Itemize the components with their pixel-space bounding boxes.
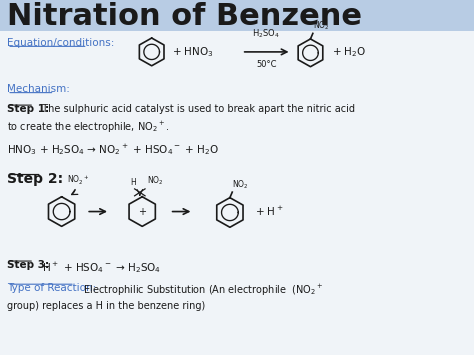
Text: Equation/conditions:: Equation/conditions: xyxy=(7,38,115,48)
Text: H: H xyxy=(130,179,136,187)
Text: 50°C: 50°C xyxy=(256,60,277,69)
Text: H$^+$ + HSO$_4$$^-$ → H$_2$SO$_4$: H$^+$ + HSO$_4$$^-$ → H$_2$SO$_4$ xyxy=(36,260,161,275)
Text: NO$_2$$^+$: NO$_2$$^+$ xyxy=(67,174,90,187)
Text: NO$_2$: NO$_2$ xyxy=(147,175,164,187)
FancyBboxPatch shape xyxy=(0,0,474,31)
Text: Type of Reaction:: Type of Reaction: xyxy=(7,283,96,293)
Text: H$_2$SO$_4$: H$_2$SO$_4$ xyxy=(253,28,280,40)
Text: Electrophilic Substitution (An electrophile  (NO$_2$$^+$: Electrophilic Substitution (An electroph… xyxy=(77,283,323,298)
Text: NO$_2$: NO$_2$ xyxy=(313,20,329,32)
Text: Step 2:: Step 2: xyxy=(7,172,63,186)
Text: to create the electrophile, NO$_2$$^+$.: to create the electrophile, NO$_2$$^+$. xyxy=(7,120,170,136)
Text: HNO$_3$ + H$_2$SO$_4$ → NO$_2$$^+$ + HSO$_4$$^-$ + H$_2$O: HNO$_3$ + H$_2$SO$_4$ → NO$_2$$^+$ + HSO… xyxy=(7,142,219,157)
Text: +: + xyxy=(138,207,146,217)
Text: Step 1:: Step 1: xyxy=(7,104,49,114)
Text: Mechanism:: Mechanism: xyxy=(7,84,70,94)
Text: + HNO$_3$: + HNO$_3$ xyxy=(172,45,213,59)
Text: NO$_2$: NO$_2$ xyxy=(232,179,249,191)
Text: + H$^+$: + H$^+$ xyxy=(255,205,283,218)
Text: + H$_2$O: + H$_2$O xyxy=(332,45,366,59)
Text: Nitration of Benzene: Nitration of Benzene xyxy=(7,2,362,31)
Text: group) replaces a H in the benzene ring): group) replaces a H in the benzene ring) xyxy=(7,301,205,311)
Text: The sulphuric acid catalyst is used to break apart the nitric acid: The sulphuric acid catalyst is used to b… xyxy=(36,104,355,114)
Text: Step 3:: Step 3: xyxy=(7,260,49,270)
